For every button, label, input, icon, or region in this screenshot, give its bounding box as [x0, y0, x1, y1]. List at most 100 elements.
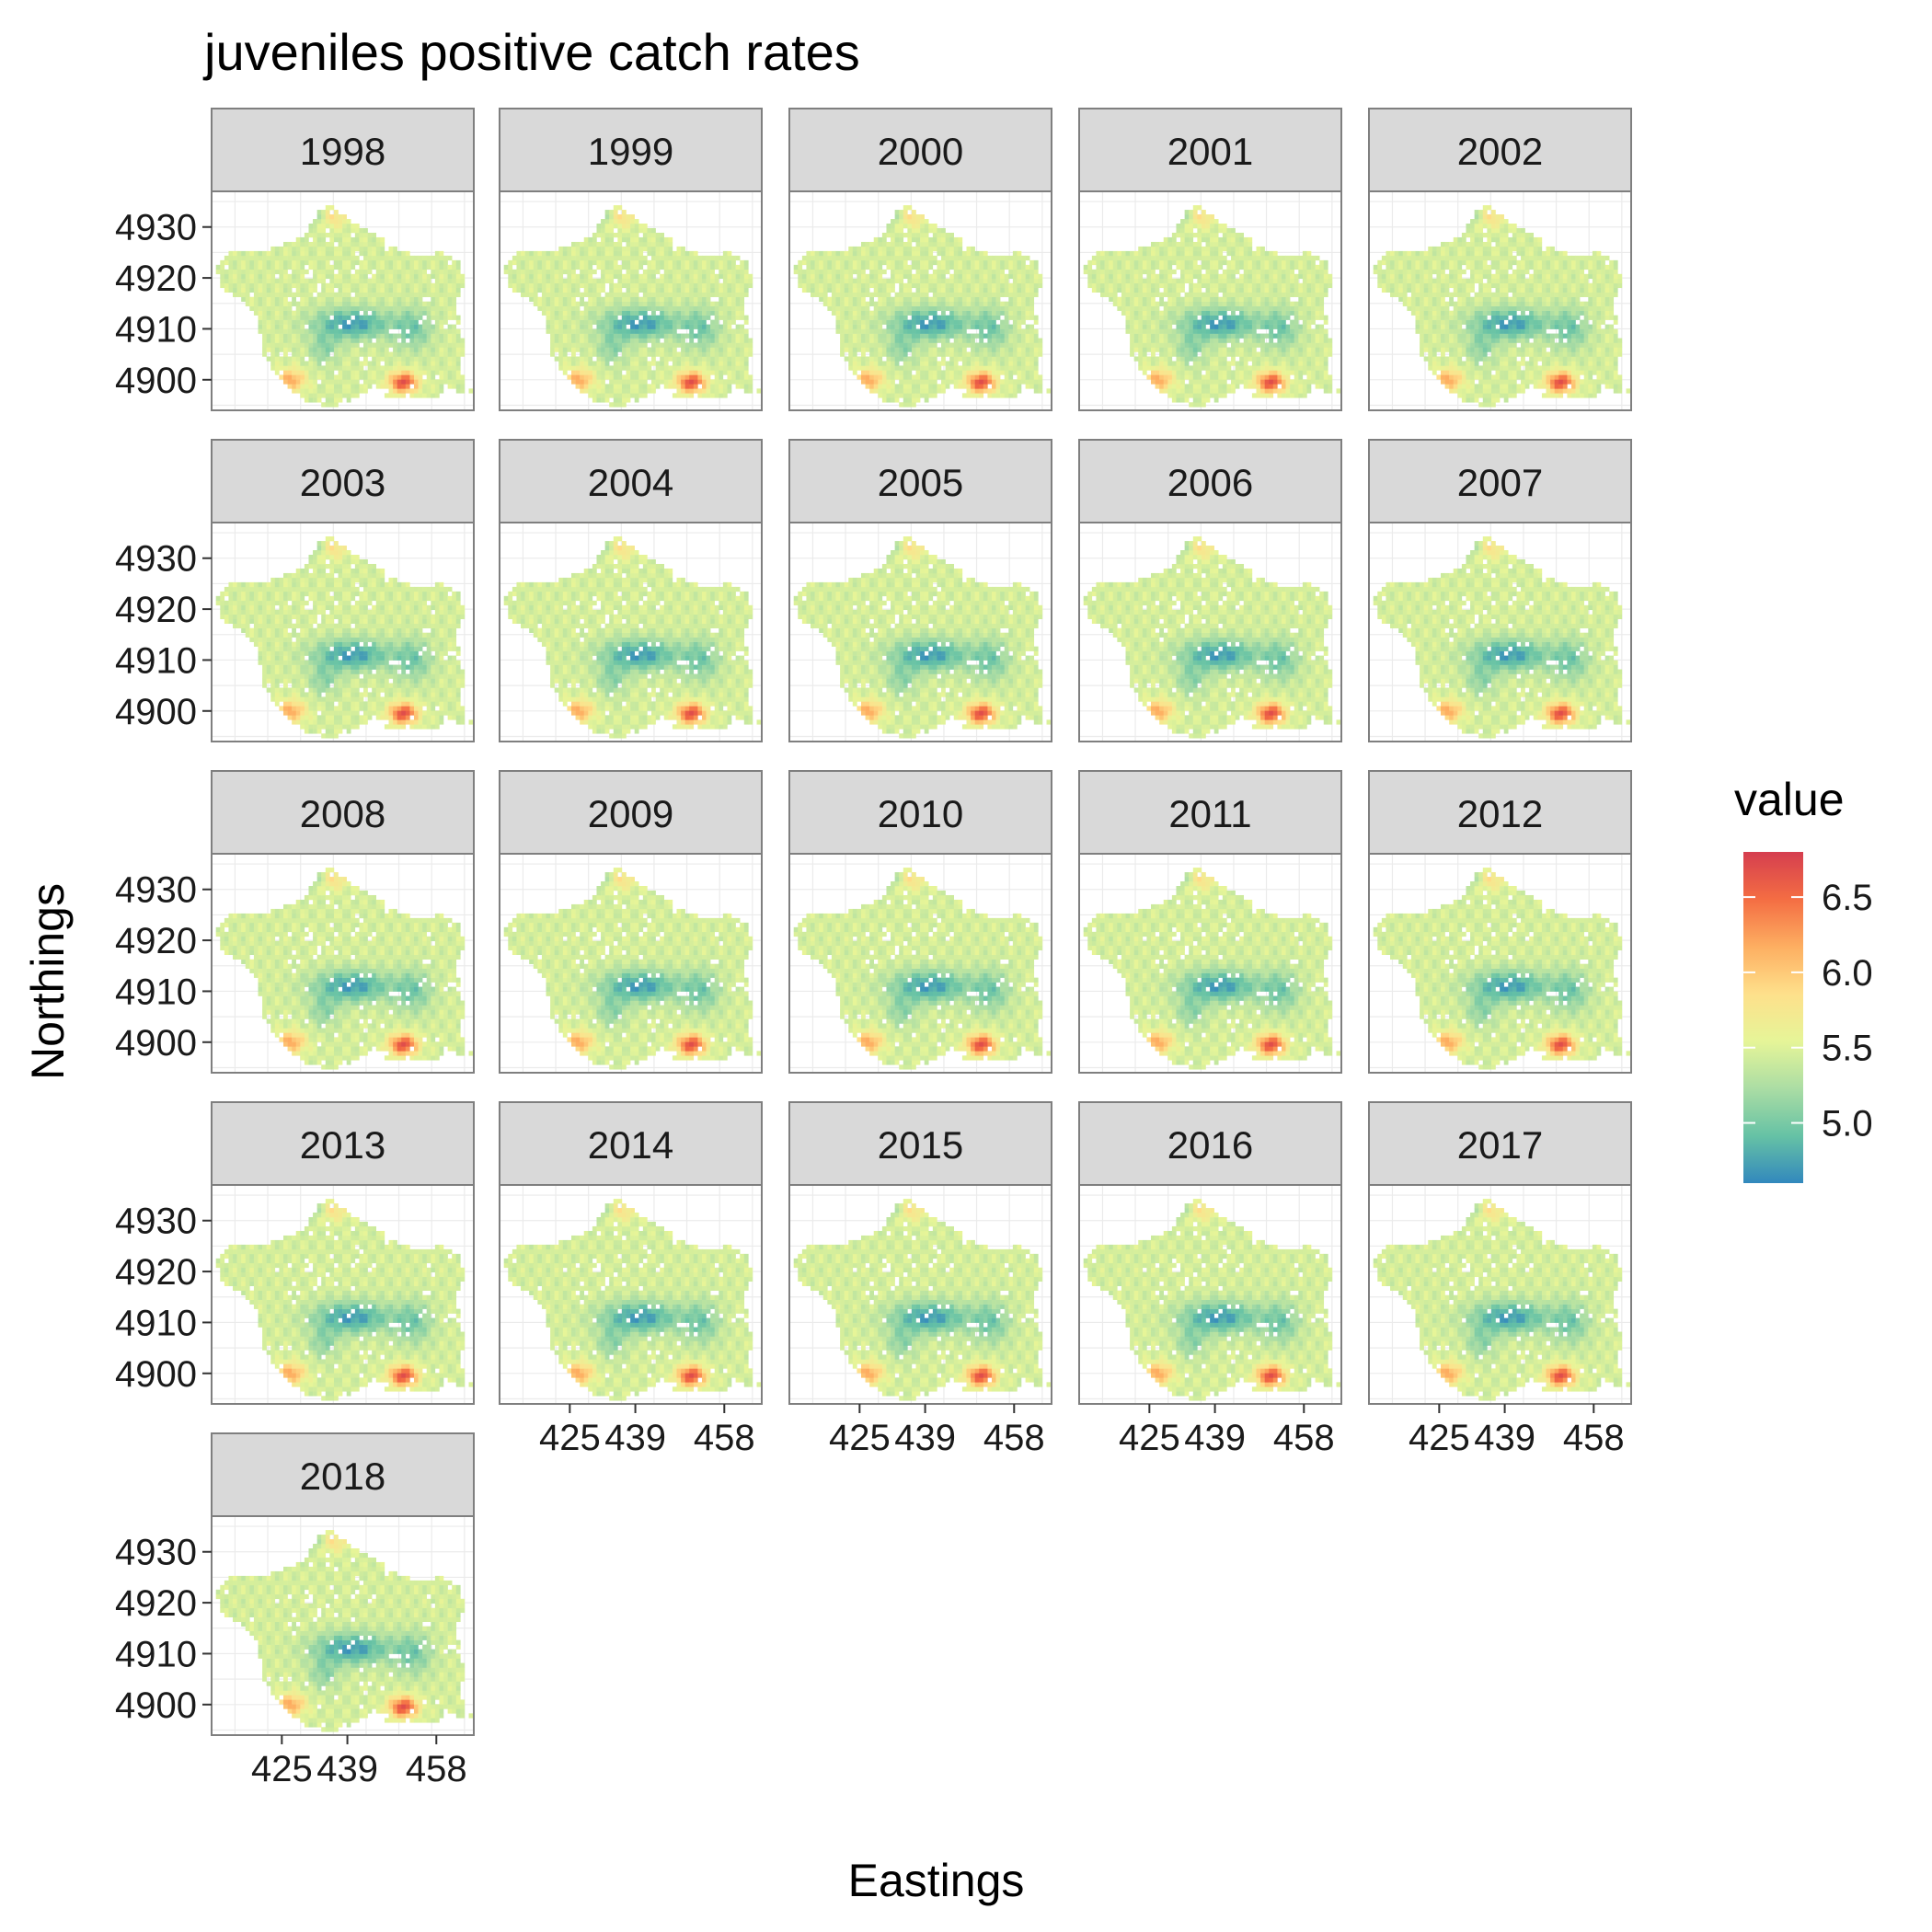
heat-cell: [932, 374, 937, 380]
heat-cell: [1017, 301, 1022, 306]
heat-cell: [1004, 273, 1009, 280]
heat-cell: [295, 255, 301, 261]
heat-cell: [524, 269, 530, 275]
heat-cell: [958, 292, 963, 297]
heat-cell: [857, 255, 862, 261]
heat-cell: [655, 315, 661, 320]
heat-cell: [655, 255, 661, 261]
heat-cell: [743, 264, 749, 270]
heat-cell: [601, 388, 605, 394]
heat-cell: [865, 278, 870, 284]
heat-cell: [583, 388, 589, 394]
heat-cell: [575, 255, 581, 261]
heat-cell: [1012, 301, 1018, 306]
heat-cell: [937, 301, 942, 306]
heat-cell: [743, 259, 749, 266]
heat-cell: [681, 296, 685, 302]
heat-cell: [617, 241, 623, 247]
heat-cell: [401, 333, 407, 339]
heat-cell: [321, 296, 327, 302]
heat-cell: [300, 374, 305, 380]
heat-cell: [558, 324, 564, 329]
heat-cell: [811, 250, 815, 257]
heat-cell: [274, 305, 280, 311]
heat-cell: [567, 264, 572, 270]
heat-cell: [903, 255, 908, 261]
heat-cell: [634, 232, 639, 238]
heat-cell: [852, 250, 857, 257]
heat-cell: [881, 282, 887, 289]
heat-cell: [601, 232, 605, 238]
heat-cell: [727, 273, 732, 280]
heat-cell: [333, 333, 339, 339]
heat-cell: [689, 379, 695, 385]
heat-cell: [697, 301, 703, 306]
heat-cell: [714, 255, 719, 261]
heat-cell: [937, 324, 942, 329]
heat-cell: [915, 310, 921, 316]
heat-cell: [907, 269, 913, 275]
heat-cell: [409, 356, 415, 362]
heat-cell: [325, 255, 330, 261]
heat-cell: [844, 328, 849, 334]
heat-cell: [903, 328, 908, 334]
heat-cell: [580, 384, 584, 389]
heat-cell: [580, 328, 584, 334]
heat-cell: [418, 259, 423, 266]
heat-cell: [304, 388, 309, 394]
heat-cell: [537, 269, 543, 275]
heat-cell: [316, 305, 322, 311]
heat-cell: [529, 278, 535, 284]
heat-cell: [886, 319, 891, 325]
heat-cell: [719, 370, 724, 375]
heat-cell: [541, 269, 546, 275]
heat-cell: [329, 296, 335, 302]
heat-cell: [924, 259, 929, 266]
heat-cell: [647, 384, 652, 389]
heat-cell: [1025, 296, 1030, 302]
heat-cell: [953, 361, 959, 366]
heat-cell: [899, 210, 904, 215]
heat-cell: [915, 365, 921, 371]
heat-cell: [819, 287, 824, 293]
heat-cell: [974, 333, 980, 339]
heat-cell: [592, 328, 597, 334]
heat-cell: [1008, 264, 1014, 270]
heat-cell: [604, 393, 610, 398]
heat-cell: [672, 379, 677, 385]
heat-cell: [570, 370, 576, 375]
heat-cell: [533, 278, 538, 284]
heat-cell: [647, 269, 652, 275]
heat-cell: [270, 273, 276, 280]
heat-cell: [304, 278, 309, 284]
heat-cell: [588, 370, 593, 375]
heat-cell: [575, 370, 581, 375]
heat-cell: [722, 250, 728, 257]
heat-cell: [966, 361, 972, 366]
heat-cell: [609, 328, 615, 334]
heat-cell: [393, 255, 397, 261]
heat-cell: [262, 264, 267, 270]
heat-cell: [676, 246, 682, 252]
heat-cell: [554, 259, 559, 266]
heat-cell: [920, 351, 925, 357]
heat-cell: [274, 255, 280, 261]
heat-cell: [995, 370, 1001, 375]
heat-cell: [857, 361, 862, 366]
heat-cell: [295, 292, 301, 297]
heat-cell: [630, 388, 635, 394]
heat-cell: [384, 338, 389, 343]
heat-cell: [655, 328, 661, 334]
heat-cell: [865, 287, 870, 293]
heat-cell: [546, 301, 551, 306]
heat-cell: [894, 324, 900, 329]
heat-cell: [966, 319, 972, 325]
heat-cell: [857, 282, 862, 289]
heat-cell: [697, 305, 703, 311]
heat-cell: [626, 370, 631, 375]
heat-cell: [722, 338, 728, 343]
heat-cell: [681, 388, 685, 394]
heat-cell: [991, 305, 996, 311]
heat-cell: [346, 356, 351, 362]
heat-cell: [434, 393, 440, 398]
